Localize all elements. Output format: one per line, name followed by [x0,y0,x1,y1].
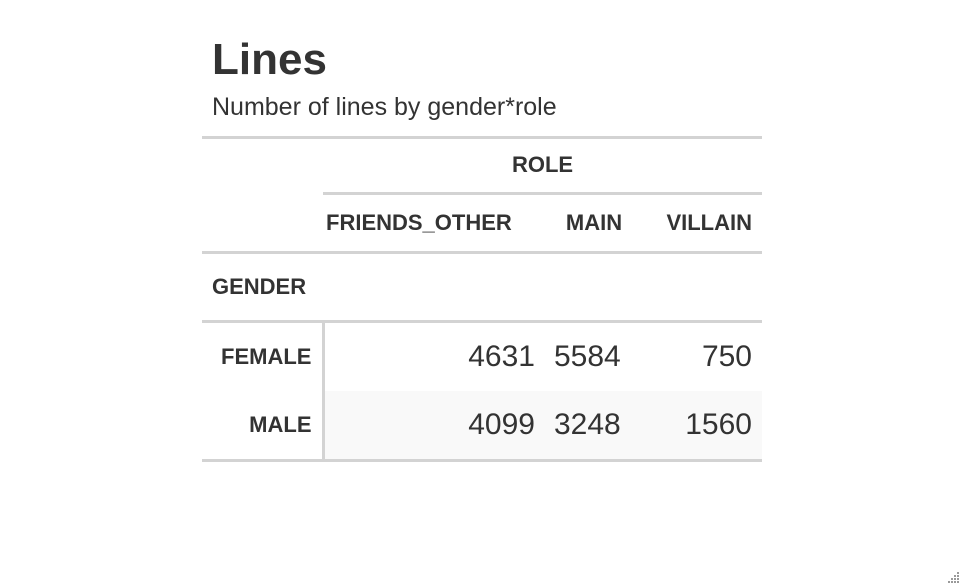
column-labels-row: FRIENDS_OTHER MAIN VILLAIN [202,191,762,254]
column-label-main: MAIN [545,191,643,254]
row-label-male: MALE [202,390,325,462]
table-title: Lines [212,35,327,84]
stub-header [202,193,323,254]
row-group-header: GENDER [202,252,762,323]
row-label-female: FEMALE [202,321,325,391]
stub-spanner-cell [202,136,323,193]
cell-female-main: 5584 [554,339,621,373]
summary-table: ROLE FRIENDS_OTHER MAIN VILLAIN GENDER F… [202,136,762,462]
summary-table-container: Lines Number of lines by gender*role ROL… [202,30,762,462]
column-label-friends-other: FRIENDS_OTHER [323,191,545,254]
column-label-villain: VILLAIN [643,191,762,254]
spanner-row: ROLE [202,136,762,193]
cell-female-friends-other: 4631 [468,339,535,373]
column-spanner-role: ROLE [323,136,762,193]
table-row: FEMALE 4631 5584 750 [202,321,762,391]
resize-grip-icon[interactable] [942,566,960,584]
cell-male-main: 3248 [545,390,643,462]
table-subtitle: Number of lines by gender*role [212,93,557,121]
cell-male-friends-other: 4099 [323,390,545,462]
row-group-label-gender: GENDER [202,252,762,323]
cell-male-villain: 1560 [643,390,762,462]
cell-female-villain: 750 [701,339,752,373]
table-row: MALE 4099 3248 1560 [202,390,762,462]
